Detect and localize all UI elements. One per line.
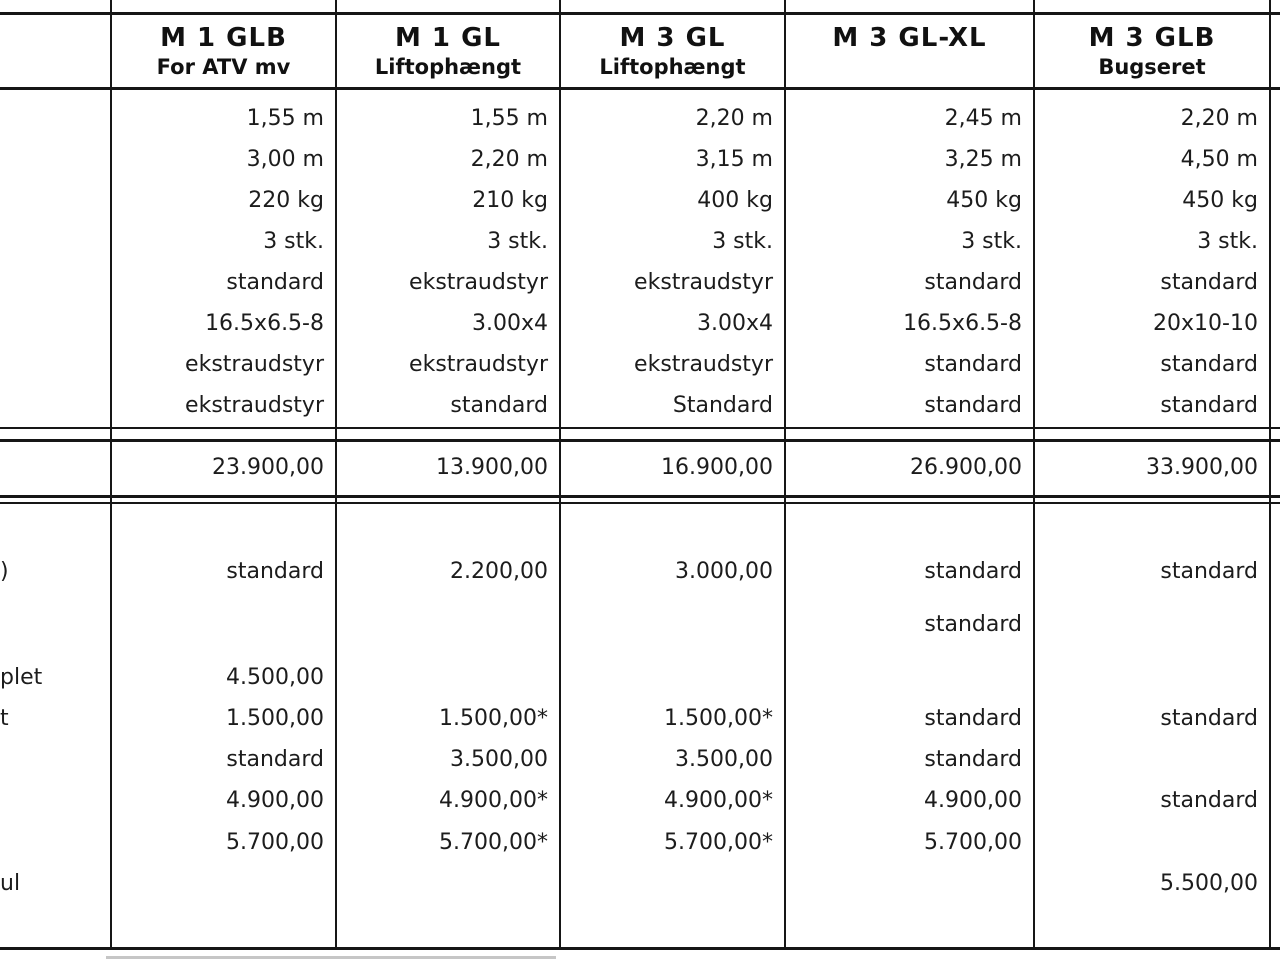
spec-cell: 2,20 m — [470, 147, 548, 172]
row-label-fragment: ) — [0, 559, 9, 584]
spec-cell: 3 stk. — [712, 229, 773, 254]
option-cell: 4.900,00 — [226, 788, 324, 813]
option-cell: standard — [1160, 559, 1258, 584]
column-header-title: M 3 GLB — [1088, 23, 1216, 53]
option-cell: 5.700,00* — [439, 830, 548, 855]
table-grid-line — [110, 0, 112, 950]
spec-cell: 2,20 m — [695, 106, 773, 131]
spec-cell: 3 stk. — [487, 229, 548, 254]
column-header-subtitle: Liftophængt — [374, 55, 522, 79]
option-cell: 1.500,00* — [664, 706, 773, 731]
option-cell: standard — [924, 559, 1022, 584]
price-cell: 13.900,00 — [436, 455, 548, 480]
spec-cell: Standard — [672, 393, 773, 418]
option-cell: standard — [226, 559, 324, 584]
spec-cell: standard — [924, 270, 1022, 295]
option-cell: 1.500,00 — [226, 706, 324, 731]
spec-cell: 210 kg — [472, 188, 548, 213]
spec-cell: standard — [1160, 270, 1258, 295]
spec-cell: standard — [1160, 352, 1258, 377]
spec-cell: 16.5x6.5-8 — [903, 311, 1022, 336]
table-grid-line — [559, 0, 561, 950]
spec-cell: 3,15 m — [695, 147, 773, 172]
option-cell: 5.700,00 — [924, 830, 1022, 855]
spec-cell: ekstraudstyr — [409, 352, 548, 377]
spec-cell: 1,55 m — [470, 106, 548, 131]
column-header-subtitle: Bugseret — [1098, 55, 1206, 79]
spec-cell: 3,00 m — [246, 147, 324, 172]
option-cell: 4.900,00 — [924, 788, 1022, 813]
table-grid-line — [0, 947, 1280, 950]
price-cell: 23.900,00 — [212, 455, 324, 480]
column-header-subtitle: For ATV mv — [156, 55, 291, 79]
spec-cell: 3.00x4 — [696, 311, 773, 336]
table-grid-line — [0, 427, 1280, 429]
option-cell: 3.500,00 — [675, 747, 773, 772]
column-header-subtitle: Liftophængt — [599, 55, 746, 79]
spec-cell: 3 stk. — [1197, 229, 1258, 254]
spec-cell: 2,20 m — [1180, 106, 1258, 131]
table-grid-line — [0, 87, 1280, 90]
spec-cell: ekstraudstyr — [185, 352, 324, 377]
spec-cell: standard — [924, 393, 1022, 418]
table-grid-line — [0, 12, 1280, 15]
option-cell: 4.900,00* — [664, 788, 773, 813]
spec-cell: 220 kg — [248, 188, 324, 213]
table-grid-line — [1033, 0, 1035, 950]
spec-cell: 16.5x6.5-8 — [205, 311, 324, 336]
option-cell: 3.000,00 — [675, 559, 773, 584]
option-cell: 4.900,00* — [439, 788, 548, 813]
column-header-title: M 1 GL — [395, 23, 501, 53]
option-cell: standard — [924, 612, 1022, 637]
price-cell: 16.900,00 — [661, 455, 773, 480]
table-grid-line — [335, 0, 337, 950]
option-cell: 3.500,00 — [450, 747, 548, 772]
spec-cell: standard — [450, 393, 548, 418]
spec-cell: 3 stk. — [961, 229, 1022, 254]
spec-cell: ekstraudstyr — [634, 270, 773, 295]
option-cell: 5.700,00 — [226, 830, 324, 855]
row-label-fragment: plet — [0, 665, 43, 690]
table-grid-line — [0, 495, 1280, 498]
price-cell: 33.900,00 — [1146, 455, 1258, 480]
column-header-title: M 3 GL-XL — [832, 23, 987, 53]
spec-cell: 2,45 m — [944, 106, 1022, 131]
option-cell: standard — [226, 747, 324, 772]
spec-cell: 400 kg — [697, 188, 773, 213]
option-cell: 5.500,00 — [1160, 871, 1258, 896]
spec-cell: 4,50 m — [1180, 147, 1258, 172]
option-cell: 2.200,00 — [450, 559, 548, 584]
option-cell: standard — [1160, 706, 1258, 731]
table-grid-line — [1269, 0, 1271, 950]
spec-cell: ekstraudstyr — [634, 352, 773, 377]
spec-cell: standard — [924, 352, 1022, 377]
cropped-next-row-line — [106, 956, 556, 959]
spec-cell: 20x10-10 — [1153, 311, 1258, 336]
spec-cell: 450 kg — [946, 188, 1022, 213]
spec-cell: standard — [1160, 393, 1258, 418]
price-cell: 26.900,00 — [910, 455, 1022, 480]
option-cell: 5.700,00* — [664, 830, 773, 855]
table-grid-line — [784, 0, 786, 950]
option-cell: standard — [924, 706, 1022, 731]
table-grid-line — [0, 439, 1280, 442]
spec-cell: 450 kg — [1182, 188, 1258, 213]
option-cell: 1.500,00* — [439, 706, 548, 731]
spec-cell: 1,55 m — [246, 106, 324, 131]
spec-cell: ekstraudstyr — [409, 270, 548, 295]
row-label-fragment: t — [0, 706, 9, 731]
option-cell: standard — [1160, 788, 1258, 813]
row-label-fragment: ul — [0, 871, 21, 896]
spec-cell: standard — [226, 270, 324, 295]
spec-cell: 3.00x4 — [471, 311, 548, 336]
table-grid-line — [0, 502, 1280, 504]
option-cell: 4.500,00 — [226, 665, 324, 690]
spec-cell: ekstraudstyr — [185, 393, 324, 418]
column-header-title: M 3 GL — [619, 23, 726, 53]
option-cell: standard — [924, 747, 1022, 772]
spec-cell: 3,25 m — [944, 147, 1022, 172]
spec-cell: 3 stk. — [263, 229, 324, 254]
column-header-title: M 1 GLB — [160, 23, 287, 53]
